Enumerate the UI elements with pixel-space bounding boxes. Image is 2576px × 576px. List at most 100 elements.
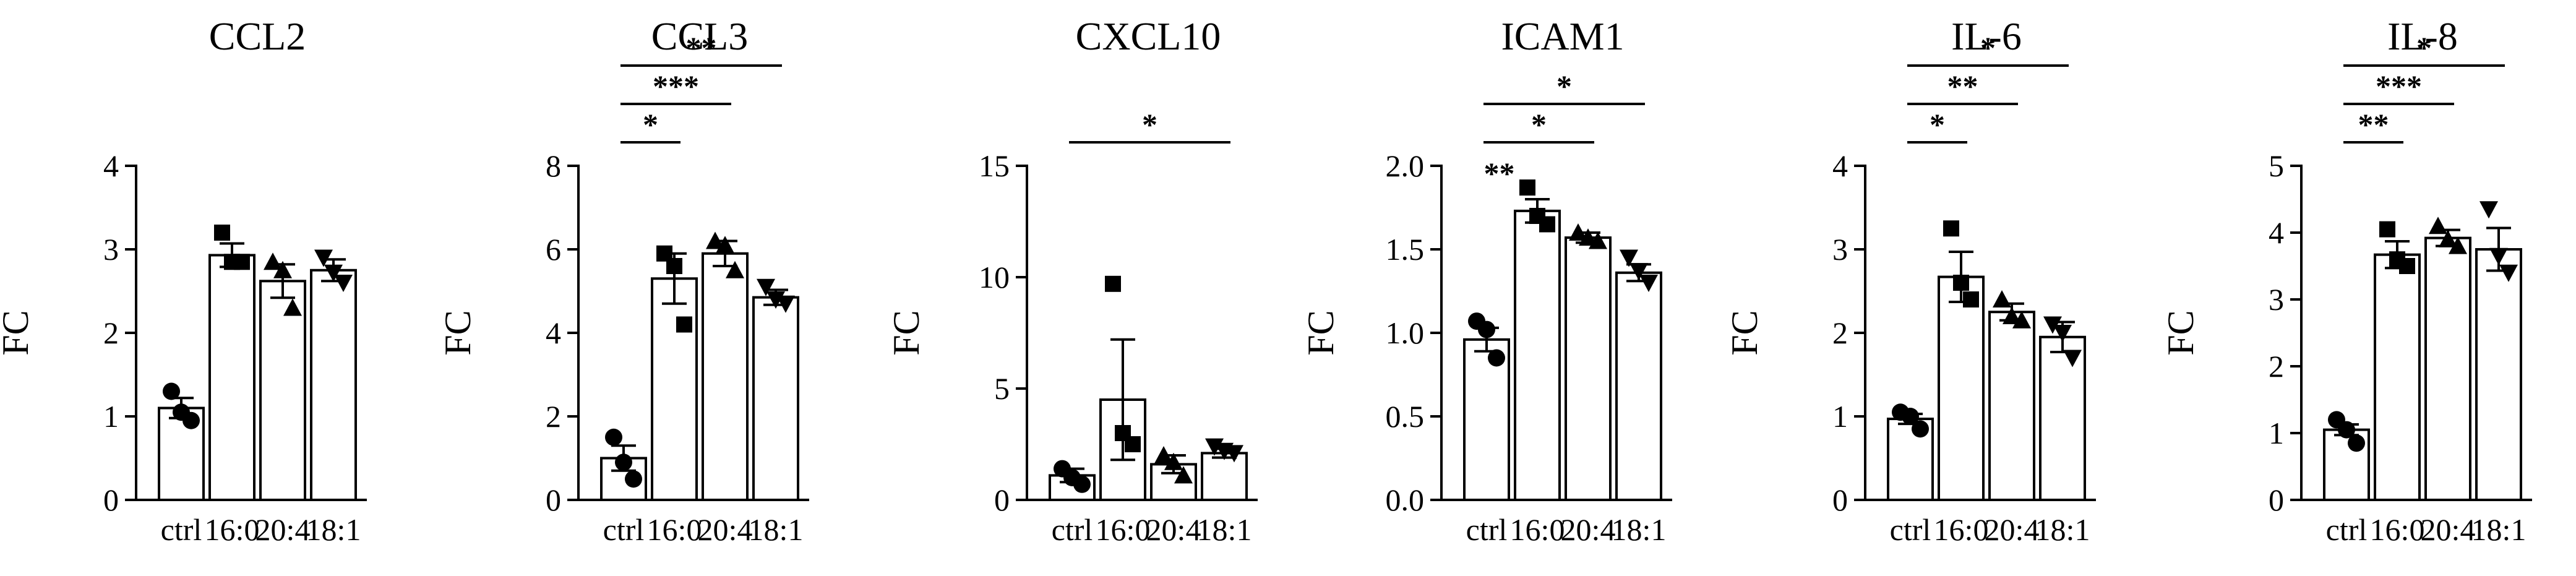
data-point [2499, 264, 2518, 282]
x-tick-label: ctrl [2326, 512, 2368, 547]
bar [259, 280, 306, 501]
y-tick-label: 1 [1832, 399, 1848, 434]
data-point [1519, 179, 1535, 196]
y-tick-label: 0.5 [1386, 399, 1425, 434]
data-point [757, 278, 775, 296]
bar [1565, 236, 1612, 501]
x-tick-label: ctrl [603, 512, 645, 547]
data-point [625, 470, 642, 488]
bar [1988, 311, 2035, 501]
x-tick-label: 20:4 [1146, 512, 1201, 547]
x-tick-label: ctrl [1890, 512, 1931, 547]
data-point [1174, 466, 1193, 484]
y-tick-label: 0 [103, 483, 119, 517]
x-tick-label: 18:1 [306, 512, 361, 547]
y-tick-label: 3 [2269, 282, 2284, 317]
x-tick-label: 16:0 [205, 512, 260, 547]
significance-label: * [643, 107, 658, 142]
y-tick-label: 2 [2269, 349, 2284, 384]
y-tick-label: 5 [994, 371, 1010, 406]
data-point [283, 298, 302, 316]
significance-label: * [1531, 107, 1547, 142]
y-tick-label: 0 [1832, 483, 1848, 517]
bar [651, 277, 698, 501]
significance-label: * [1930, 107, 1945, 142]
data-point [726, 260, 744, 278]
data-point [716, 236, 734, 254]
bar [2374, 253, 2421, 501]
data-point [2399, 258, 2415, 274]
bar [1938, 275, 1985, 501]
bar [702, 252, 749, 501]
y-tick-label: 2 [103, 316, 119, 350]
bar [752, 296, 799, 501]
x-tick-label: 18:1 [749, 512, 804, 547]
data-point [2338, 421, 2355, 439]
data-point [1539, 216, 1555, 233]
significance-label: * [1142, 107, 1157, 142]
significance-label: *** [653, 69, 699, 103]
x-tick-label: 20:4 [1561, 512, 1616, 547]
data-point [1912, 420, 1929, 438]
data-point [163, 382, 180, 400]
significance-label: ** [686, 30, 717, 65]
data-point [214, 225, 230, 241]
data-point [1943, 220, 1959, 237]
data-point [676, 316, 692, 333]
y-tick-label: 0 [546, 483, 561, 517]
x-tick-label: 16:0 [2370, 512, 2425, 547]
x-tick-label: 16:0 [1096, 512, 1151, 547]
data-point [1105, 275, 1121, 292]
y-tick-label: 1 [103, 399, 119, 434]
data-point [1478, 320, 1495, 338]
data-point [1993, 290, 2011, 307]
y-tick-label: 3 [1832, 232, 1848, 267]
data-point [2348, 434, 2365, 452]
data-point [1205, 438, 1224, 456]
data-point [2429, 217, 2447, 234]
data-point [1629, 263, 1648, 281]
bar [310, 269, 357, 501]
y-axis-label: FC [1300, 310, 1341, 355]
data-point [324, 264, 343, 282]
data-point [1579, 228, 1597, 246]
bar [1514, 209, 1561, 501]
bar [1201, 452, 1248, 502]
x-tick-label: 20:4 [1985, 512, 2040, 547]
data-point [334, 275, 353, 292]
bar [2475, 248, 2522, 501]
data-point [666, 258, 682, 274]
chart-title: CXCL10 [1076, 14, 1221, 58]
significance-label: ** [1947, 69, 1978, 103]
data-point [605, 428, 622, 446]
y-tick-label: 8 [546, 148, 561, 183]
y-tick-label: 15 [979, 148, 1010, 183]
y-tick-label: 0 [2269, 483, 2284, 517]
x-tick-label: 16:0 [647, 512, 702, 547]
data-point [706, 231, 724, 249]
data-point [2379, 221, 2395, 238]
y-tick-label: 4 [103, 148, 119, 183]
y-tick-label: 2 [1832, 316, 1848, 350]
y-tick-label: 0 [994, 483, 1010, 517]
bar [1463, 338, 1510, 501]
data-point [182, 411, 200, 429]
data-point [2003, 307, 2021, 324]
bar [208, 254, 255, 501]
data-point [1639, 275, 1658, 292]
data-point [1073, 475, 1091, 493]
y-tick-label: 1.5 [1386, 232, 1425, 267]
x-tick-label: ctrl [161, 512, 202, 547]
significance-label: ** [2358, 107, 2389, 142]
chart-title: ICAM1 [1501, 14, 1624, 58]
data-point [2053, 325, 2072, 342]
data-point [2449, 236, 2467, 254]
significance-label: *** [2376, 69, 2422, 103]
significance-label: * [1556, 69, 1572, 103]
data-point [1154, 446, 1173, 463]
